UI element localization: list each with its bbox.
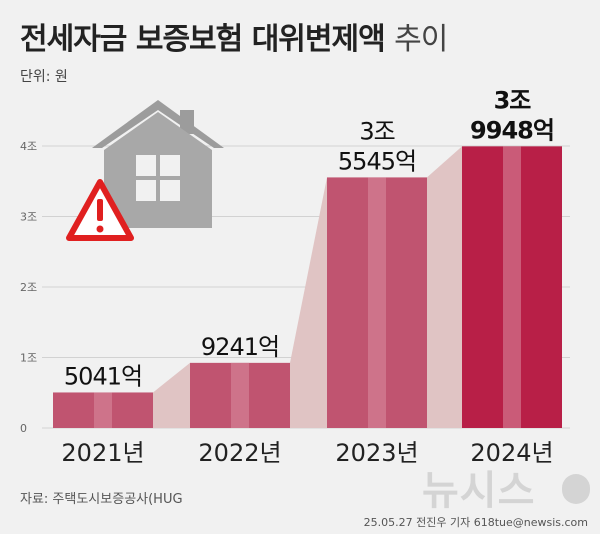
- y-tick-label: 3조: [20, 211, 37, 224]
- chart-title: 전세자금 보증보험 대위변제액 추이: [20, 14, 448, 58]
- house-icon: [92, 100, 224, 228]
- y-tick-label: 2조: [20, 281, 37, 294]
- data-label: 9241억: [201, 333, 279, 361]
- x-tick-label: 2023년: [335, 439, 418, 467]
- bar-stripe: [231, 362, 249, 428]
- connector-band: [290, 177, 327, 428]
- y-tick-label: 4조: [20, 140, 37, 153]
- source-note: 자료: 주택도시보증공사(HUG: [20, 492, 183, 507]
- bar-connectors: [153, 146, 462, 428]
- bar-stripe: [503, 146, 521, 429]
- x-tick-label: 2022년: [198, 439, 281, 467]
- unit-label: 단위: 원: [20, 69, 68, 85]
- byline: 25.05.27 전진우 기자 618tue@newsis.com: [363, 516, 588, 529]
- newsis-logo: 뉴시스: [422, 468, 590, 514]
- bars: [53, 146, 562, 429]
- data-label: 3조: [494, 86, 532, 114]
- y-tick-label: 1조: [20, 352, 37, 365]
- chart-title-sub: 추이: [394, 22, 448, 57]
- logo-text: 뉴시스: [422, 468, 535, 514]
- x-tick-labels: 2021년 2022년 2023년 2024년: [61, 439, 553, 467]
- y-tick-label: 0: [20, 422, 27, 435]
- warning-icon: [66, 179, 134, 241]
- connector-band: [427, 146, 462, 428]
- bar-stripe: [94, 392, 112, 428]
- data-label: 3조: [359, 117, 394, 145]
- data-label: 9948억: [470, 116, 554, 144]
- data-label: 5545억: [338, 147, 416, 175]
- x-tick-label: 2021년: [61, 439, 144, 467]
- connector-band: [153, 362, 190, 428]
- logo: 뉴시스: [422, 464, 592, 523]
- bar-stripe: [368, 177, 386, 428]
- y-tick-labels: 0 1조 2조 3조 4조: [20, 140, 37, 435]
- x-tick-label: 2024년: [470, 439, 553, 467]
- chart-title-main: 전세자금 보증보험 대위변제액: [20, 22, 386, 57]
- data-label: 5041억: [64, 362, 142, 390]
